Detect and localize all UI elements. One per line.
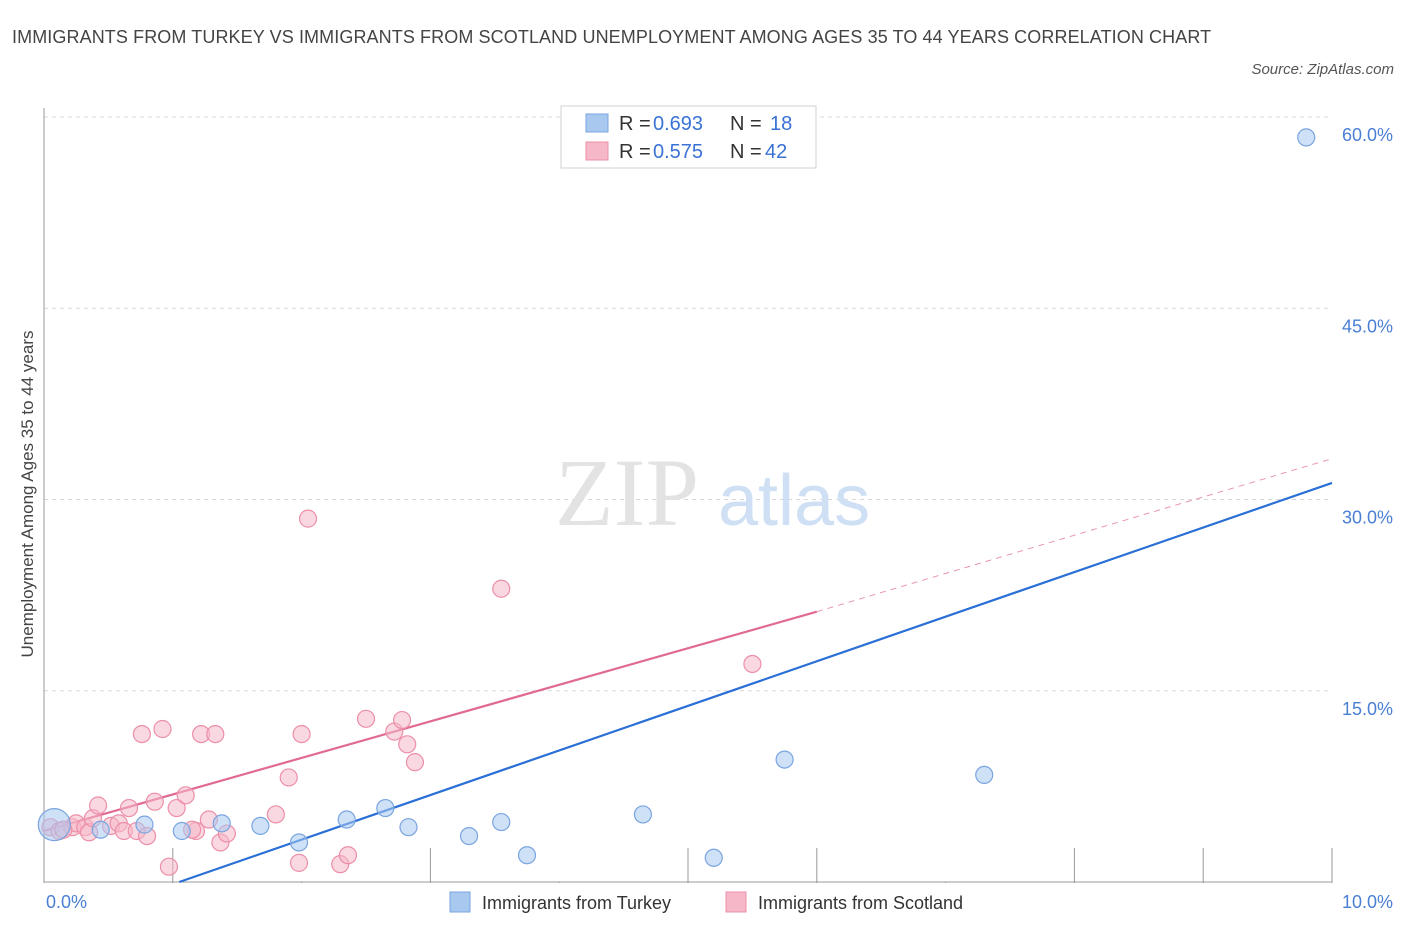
scotland-point-39 (743, 654, 762, 674)
turkey-point-7 (337, 810, 356, 829)
turkey-point-9 (399, 818, 418, 837)
turkey-point-1 (91, 820, 110, 839)
bottom-legend-swatch-scotland (725, 891, 747, 913)
y-tick-labels: 60.0% 45.0% 30.0% 15.0% (1342, 125, 1393, 719)
turkey-point-11 (492, 812, 511, 832)
bottom-legend-turkey-label: Immigrants from Turkey (482, 893, 671, 913)
watermark-atlas: atlas (718, 461, 870, 541)
scotland-point-38 (492, 579, 511, 598)
scotland-point-36 (398, 735, 417, 754)
y-axis-title: Unemployment Among Ages 35 to 44 years (18, 331, 37, 658)
scotland-point-30 (298, 509, 318, 528)
legend-scotland-n-label: N = (730, 141, 762, 163)
legend-turkey-r-label: R = (619, 113, 651, 135)
turkey-point-8 (376, 798, 395, 818)
turkey-point-2 (135, 815, 154, 834)
scotland-point-19 (176, 786, 195, 805)
y-tick-label-3: 15.0% (1342, 699, 1393, 719)
x-tick-label-max: 10.0% (1342, 892, 1393, 912)
scotland-point-29 (292, 724, 311, 744)
data-points (37, 128, 1316, 876)
scotland-point-26 (266, 805, 285, 824)
bottom-legend-scotland-label: Immigrants from Scotland (758, 893, 963, 913)
legend-turkey-n-label: N = (730, 113, 762, 135)
turkey-point-10 (459, 826, 479, 846)
turkey-trend-line (178, 481, 1333, 884)
correlation-legend: R = 0.693 N = 18 R = 0.575 N = 42 (560, 105, 817, 169)
turkey-point-12 (517, 846, 537, 865)
scotland-point-7 (88, 796, 108, 815)
turkey-point-6 (289, 833, 309, 852)
scotland-point-15 (145, 792, 164, 811)
scotland-point-17 (159, 857, 179, 876)
scotland-point-32 (338, 846, 358, 865)
watermark-zip: ZIP (555, 439, 699, 546)
turkey-point-3 (172, 821, 191, 841)
turkey-point-15 (775, 750, 794, 769)
scotland-point-16 (153, 719, 172, 739)
trend-lines (43, 458, 1333, 884)
scotland-trend-line (43, 610, 818, 833)
turkey-point-13 (633, 805, 653, 824)
legend-scotland-r-label: R = (619, 141, 651, 163)
turkey-point-16 (975, 765, 994, 785)
scotland-point-18 (167, 798, 186, 818)
turkey-point-0 (37, 808, 71, 842)
legend-scotland-n-value: 42 (765, 141, 787, 163)
bottom-legend-swatch-turkey (449, 891, 471, 913)
scotland-point-33 (356, 709, 376, 728)
turkey-point-14 (704, 848, 723, 867)
y-tick-label-1: 45.0% (1342, 316, 1393, 336)
scotland-point-37 (405, 753, 425, 772)
chart-title: IMMIGRANTS FROM TURKEY VS IMMIGRANTS FRO… (12, 27, 1212, 47)
turkey-point-4 (212, 814, 231, 833)
legend-swatch-turkey (585, 113, 609, 133)
legend-swatch-scotland (585, 141, 609, 161)
scotland-point-23 (206, 724, 225, 744)
scotland-trend-extension (816, 458, 1333, 613)
legend-turkey-n-value: 18 (770, 113, 792, 135)
scotland-point-27 (279, 768, 298, 787)
y-tick-label-2: 30.0% (1342, 508, 1393, 528)
turkey-point-17 (1297, 128, 1316, 147)
legend-turkey-r-value: 0.693 (653, 113, 703, 135)
legend-scotland-r-value: 0.575 (653, 141, 703, 163)
scotland-point-11 (119, 798, 139, 818)
source-label: Source: ZipAtlas.com (1251, 61, 1394, 78)
x-ticks (43, 848, 1333, 883)
scotland-point-28 (289, 853, 309, 872)
scotland-point-35 (392, 710, 412, 730)
turkey-point-5 (251, 816, 270, 836)
scotland-point-13 (132, 724, 151, 744)
gridlines (44, 116, 1332, 692)
series-legend: Immigrants from Turkey Immigrants from S… (449, 891, 963, 913)
y-tick-label-0: 60.0% (1342, 125, 1393, 145)
x-tick-label-min: 0.0% (46, 892, 87, 912)
